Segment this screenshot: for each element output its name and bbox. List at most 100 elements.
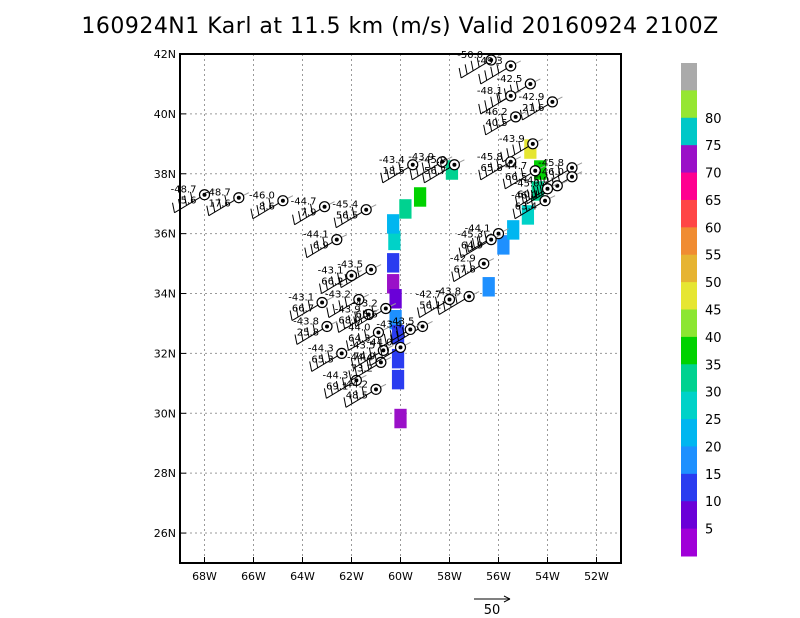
wind-barb-feather <box>421 162 425 173</box>
colorbar-label: 80 <box>705 112 722 127</box>
wind-barb-feather <box>212 202 216 213</box>
station-dot <box>545 186 550 191</box>
wind-barb-feather <box>355 390 359 401</box>
wind-speed-label: 17.6 <box>209 199 231 210</box>
y-tick-label: 26N <box>154 527 176 540</box>
wind-barb-feather <box>545 172 549 183</box>
y-tick-label: 38N <box>154 168 176 181</box>
observation: -42.967.8 <box>450 254 495 283</box>
wind-speed-label: 60.1 <box>517 190 539 201</box>
wind-barb-feather <box>520 167 524 179</box>
temperature-label: -43.2 <box>325 290 351 301</box>
wind-barb-feather <box>335 381 339 392</box>
wind-barb-feather <box>354 311 358 322</box>
wind-barb-feather <box>551 168 555 179</box>
temperature-label: -43.9 <box>408 152 434 163</box>
wind-barb-feather <box>368 355 371 366</box>
observation: -45.956.7 <box>421 155 465 184</box>
wind-barb-feather <box>380 172 384 183</box>
wind-barb-feather <box>310 243 314 255</box>
wind-barb-staff <box>517 188 548 208</box>
colorbar-label: 75 <box>705 139 722 154</box>
wind-barb-staff <box>460 239 492 259</box>
observation: -44.369.1 <box>323 370 367 399</box>
wind-barb-feather <box>524 201 528 212</box>
y-tick-label: 42N <box>154 48 176 61</box>
station-dot <box>440 159 445 164</box>
colorbar-segment <box>681 145 697 174</box>
observation: -46.08.6 <box>249 191 294 220</box>
station-dot <box>550 99 555 104</box>
wind-speed-label: 18.5 <box>382 166 404 177</box>
wind-barb-staff <box>480 65 512 85</box>
wind-barb-feather <box>402 327 406 338</box>
wind-barb-feather <box>476 236 480 247</box>
station-dot <box>334 237 339 242</box>
colorbar-label: 5 <box>705 523 713 538</box>
colorbar-segment <box>681 528 697 557</box>
observation: -44.248.5 <box>342 379 387 408</box>
shaded-cell <box>387 274 400 294</box>
wind-speed-label: 73.2 <box>351 363 373 374</box>
wind-barb-feather <box>368 347 372 358</box>
colorbar-segment <box>681 199 697 228</box>
observation: -43.265.6 <box>352 299 397 327</box>
wind-barb-feather <box>484 100 488 111</box>
y-tick-label: 36N <box>154 228 176 241</box>
wind-barb-staff <box>335 209 367 229</box>
wind-barb-feather <box>310 203 314 214</box>
wind-barb-feather <box>292 214 296 225</box>
wind-barb-feather <box>530 190 534 201</box>
observation: -44.766.5 <box>501 161 546 190</box>
wind-barb-feather <box>316 240 320 251</box>
wind-barb-staff <box>311 352 342 372</box>
wind-barb-feather <box>309 361 313 372</box>
wind-speed-label: 8.6 <box>259 202 275 213</box>
observation: -42.921.6 <box>519 92 563 121</box>
wind-barb-feather <box>398 161 402 173</box>
wind-speed-label: 40.5 <box>485 118 507 129</box>
observation: -45.364.9 <box>457 230 502 259</box>
wind-barb-feather <box>321 354 325 365</box>
wind-barb-feather <box>478 73 482 85</box>
station-dot <box>322 204 327 209</box>
temperature-label: -43.8 <box>293 316 319 327</box>
wind-barb-staff <box>411 161 443 181</box>
wind-barb-feather <box>341 377 345 388</box>
wind-barb-feather <box>380 348 383 359</box>
wind-barb-staff <box>480 161 512 181</box>
wind-barb-staff <box>480 95 512 115</box>
wind-barb-feather <box>268 197 272 209</box>
wind-barb-feather <box>371 305 375 316</box>
shaded-cell <box>391 369 405 390</box>
wind-barb-feather <box>172 202 175 213</box>
wind-barb-feather <box>319 283 322 294</box>
wind-speed-label: 68.0 <box>338 315 360 326</box>
wind-barb-feather <box>329 384 333 395</box>
y-tick-label: 34N <box>154 288 176 301</box>
wind-barb-feather <box>337 272 340 283</box>
wind-barb-feather <box>478 103 482 115</box>
observation: -45.0 <box>523 176 568 205</box>
colorbar-segment <box>681 419 697 447</box>
wind-barb-feather <box>349 393 353 404</box>
wind-barb-feather <box>295 306 299 318</box>
colorbar-segment <box>681 336 697 365</box>
wind-barb-staff <box>453 263 485 283</box>
shaded-cell <box>388 230 401 251</box>
x-tick-label: 62W <box>339 570 364 583</box>
wind-barb-staff <box>296 326 328 345</box>
wind-speed-label: 66.5 <box>505 172 527 183</box>
wind-barb-feather <box>476 57 480 68</box>
wind-barb-feather <box>339 213 343 225</box>
wind-barb-feather <box>490 66 494 77</box>
observation: -45.060.1 <box>514 179 558 208</box>
wind-barb-feather <box>478 234 481 245</box>
temperature-label: -44.7 <box>501 161 527 172</box>
wind-speed-label: 69.1 <box>326 381 348 392</box>
y-axis-ticks: 26N 28N 30N 32N 34N 36N 38N 40N 42N <box>154 48 186 540</box>
wind-speed-label: 7.9 <box>301 208 317 219</box>
station-dot <box>513 114 518 119</box>
wind-speed-label: 64.3 <box>348 333 370 344</box>
wind-barb-staff <box>460 59 492 79</box>
